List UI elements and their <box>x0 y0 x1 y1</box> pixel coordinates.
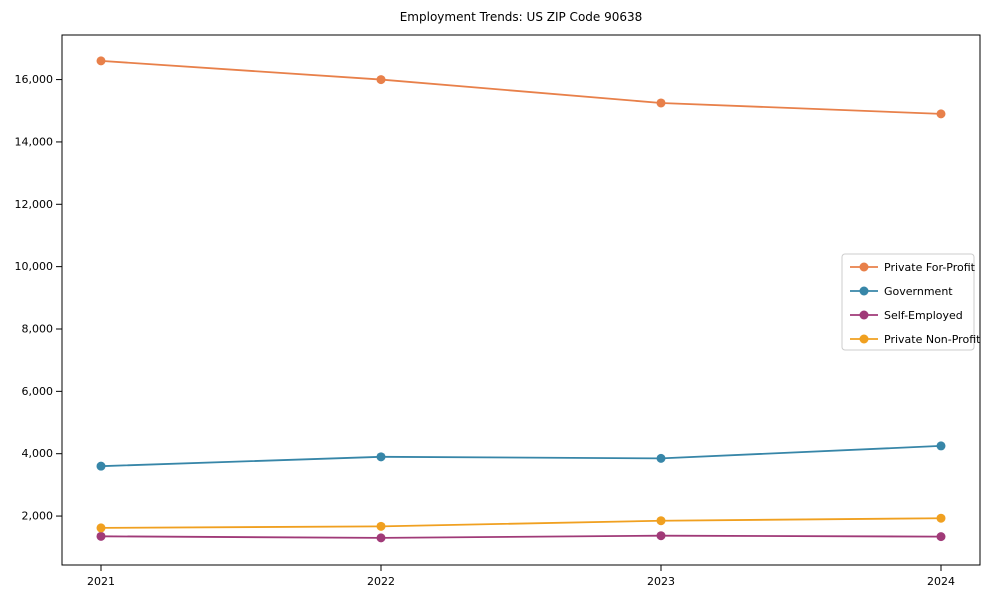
chart-title: Employment Trends: US ZIP Code 90638 <box>399 10 643 24</box>
legend-label: Self-Employed <box>884 309 963 322</box>
data-point-self-employed-2024 <box>936 532 946 542</box>
y-axis-tick-label: 10,000 <box>15 260 54 273</box>
legend-label: Government <box>884 285 953 298</box>
data-point-private-non-profit-2022 <box>376 521 386 531</box>
data-point-private-for-profit-2024 <box>936 109 946 119</box>
y-axis-tick-label: 6,000 <box>22 385 54 398</box>
x-axis-tick-label: 2022 <box>367 575 395 588</box>
line-series-private-for-profit <box>100 59 942 115</box>
data-point-government-2023 <box>656 453 666 463</box>
data-point-government-2022 <box>376 452 386 462</box>
data-point-private-non-profit-2021 <box>96 523 106 533</box>
data-point-private-for-profit-2022 <box>376 75 386 85</box>
y-axis-tick-label: 2,000 <box>22 510 54 523</box>
y-axis-tick-label: 8,000 <box>22 322 54 335</box>
data-point-private-non-profit-2023 <box>656 516 666 526</box>
plot-border <box>61 34 981 566</box>
data-point-self-employed-2022 <box>376 533 386 543</box>
data-point-government-2021 <box>96 461 106 471</box>
y-axis-tick-label: 12,000 <box>15 198 54 211</box>
data-point-government-2024 <box>936 441 946 451</box>
legend-marker-icon <box>859 262 869 272</box>
data-point-self-employed-2021 <box>96 531 106 541</box>
legend-label: Private For-Profit <box>884 261 976 274</box>
line-series-government <box>100 445 942 468</box>
x-axis-tick-label: 2023 <box>647 575 675 588</box>
y-axis-tick-label: 4,000 <box>22 447 54 460</box>
legend-marker-icon <box>859 286 869 296</box>
data-point-private-for-profit-2021 <box>96 56 106 66</box>
y-axis-tick-label: 14,000 <box>15 135 54 148</box>
data-point-private-non-profit-2024 <box>936 513 946 523</box>
legend-label: Private Non-Profit <box>884 333 981 346</box>
data-point-private-for-profit-2023 <box>656 98 666 108</box>
data-point-self-employed-2023 <box>656 531 666 541</box>
legend-marker-icon <box>859 334 869 344</box>
x-axis-tick-label: 2024 <box>927 575 955 588</box>
y-axis-tick-label: 16,000 <box>15 73 54 86</box>
line-series-private-non-profit <box>100 517 942 529</box>
line-series-self-employed <box>100 534 942 539</box>
x-axis-tick-label: 2021 <box>87 575 115 588</box>
legend-marker-icon <box>859 310 869 320</box>
legend-box <box>841 253 975 351</box>
